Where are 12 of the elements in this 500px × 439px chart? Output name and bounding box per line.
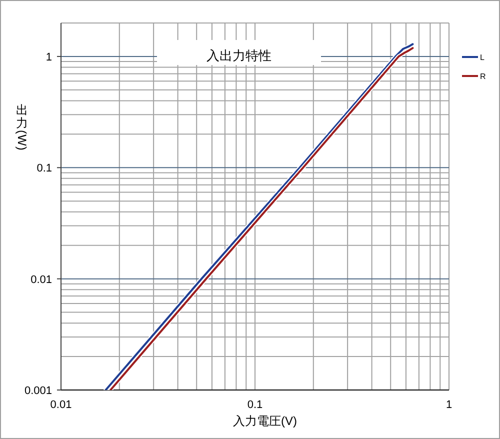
legend-label: R	[480, 72, 486, 81]
x-tick-label: 0.01	[50, 399, 72, 411]
y-tick-label: 0.01	[30, 274, 52, 286]
title: 入出力特性	[157, 40, 321, 65]
legend-label: L	[480, 53, 485, 62]
x-tick-label: 0.1	[247, 399, 263, 411]
y-tick-label: 0.001	[24, 385, 52, 397]
x-axis-title: 入力電圧(V)	[233, 414, 297, 428]
y-axis-title: 出力(W)	[15, 103, 29, 150]
y-tick-label: 1	[46, 51, 52, 64]
x-tick-label: 1	[446, 399, 452, 411]
y-tick-label: 0.1	[36, 162, 52, 175]
